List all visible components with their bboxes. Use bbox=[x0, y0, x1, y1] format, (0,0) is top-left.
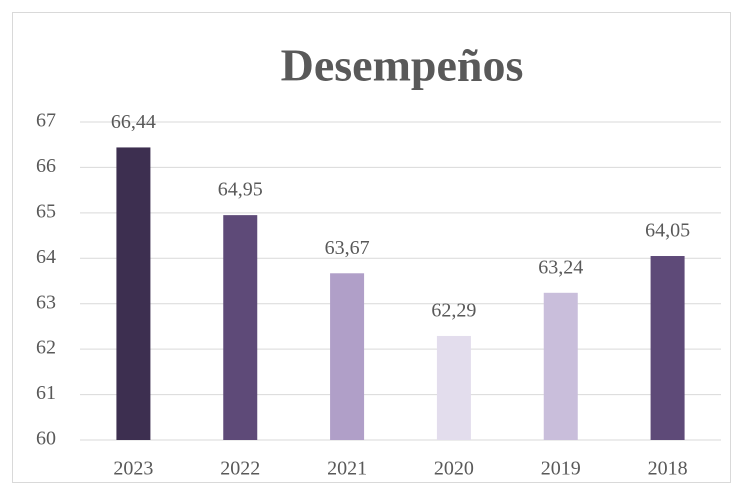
bar bbox=[436, 335, 471, 440]
bar bbox=[116, 147, 151, 440]
y-tick-label: 62 bbox=[36, 337, 56, 359]
y-tick-label: 64 bbox=[36, 246, 56, 268]
bar bbox=[223, 215, 258, 440]
value-label: 64,05 bbox=[645, 220, 690, 242]
value-label: 64,95 bbox=[218, 179, 263, 201]
x-tick-label: 2019 bbox=[541, 458, 581, 480]
bar bbox=[650, 256, 685, 440]
x-tick-label: 2018 bbox=[648, 458, 688, 480]
value-label: 66,44 bbox=[111, 111, 156, 133]
bar bbox=[330, 273, 365, 440]
x-tick-label: 2021 bbox=[327, 458, 367, 480]
bar bbox=[543, 292, 578, 440]
y-tick-label: 60 bbox=[36, 428, 56, 450]
y-tick-label: 66 bbox=[36, 155, 56, 177]
y-tick-label: 67 bbox=[36, 110, 56, 132]
x-tick-label: 2023 bbox=[113, 458, 153, 480]
y-tick-label: 63 bbox=[36, 291, 56, 313]
x-tick-label: 2022 bbox=[220, 458, 260, 480]
chart-title: Desempeños bbox=[281, 40, 524, 91]
y-tick-label: 65 bbox=[36, 200, 56, 222]
value-label: 62,29 bbox=[431, 300, 476, 322]
y-tick-label: 61 bbox=[36, 382, 56, 404]
x-tick-label: 2020 bbox=[434, 458, 474, 480]
value-label: 63,24 bbox=[538, 256, 583, 278]
value-label: 63,67 bbox=[325, 237, 370, 259]
